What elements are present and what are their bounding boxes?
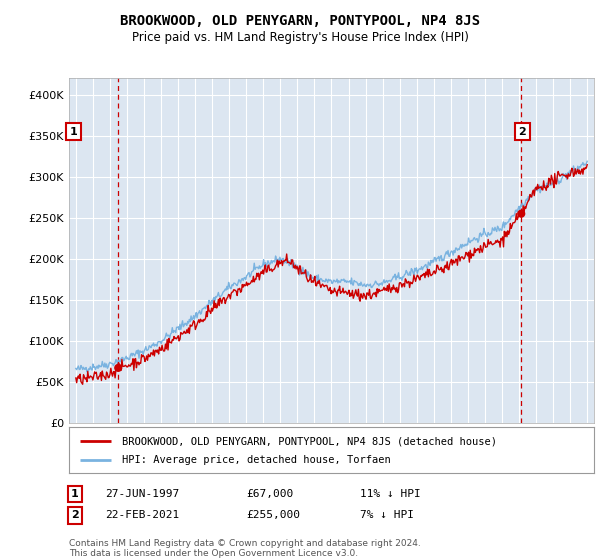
Text: HPI: Average price, detached house, Torfaen: HPI: Average price, detached house, Torf… xyxy=(121,455,390,465)
Text: £67,000: £67,000 xyxy=(246,489,293,499)
Text: Contains HM Land Registry data © Crown copyright and database right 2024.
This d: Contains HM Land Registry data © Crown c… xyxy=(69,539,421,558)
Point xyxy=(517,209,526,218)
Text: 7% ↓ HPI: 7% ↓ HPI xyxy=(360,510,414,520)
Text: 1: 1 xyxy=(70,127,77,137)
Text: BROOKWOOD, OLD PENYGARN, PONTYPOOL, NP4 8JS (detached house): BROOKWOOD, OLD PENYGARN, PONTYPOOL, NP4 … xyxy=(121,436,497,446)
Text: BROOKWOOD, OLD PENYGARN, PONTYPOOL, NP4 8JS: BROOKWOOD, OLD PENYGARN, PONTYPOOL, NP4 … xyxy=(120,14,480,28)
Point xyxy=(113,363,123,372)
Text: 1: 1 xyxy=(71,489,79,499)
Text: 2: 2 xyxy=(71,510,79,520)
Text: 27-JUN-1997: 27-JUN-1997 xyxy=(105,489,179,499)
Text: Price paid vs. HM Land Registry's House Price Index (HPI): Price paid vs. HM Land Registry's House … xyxy=(131,31,469,44)
Text: 2: 2 xyxy=(518,127,526,137)
Text: 11% ↓ HPI: 11% ↓ HPI xyxy=(360,489,421,499)
Text: £255,000: £255,000 xyxy=(246,510,300,520)
Text: 22-FEB-2021: 22-FEB-2021 xyxy=(105,510,179,520)
